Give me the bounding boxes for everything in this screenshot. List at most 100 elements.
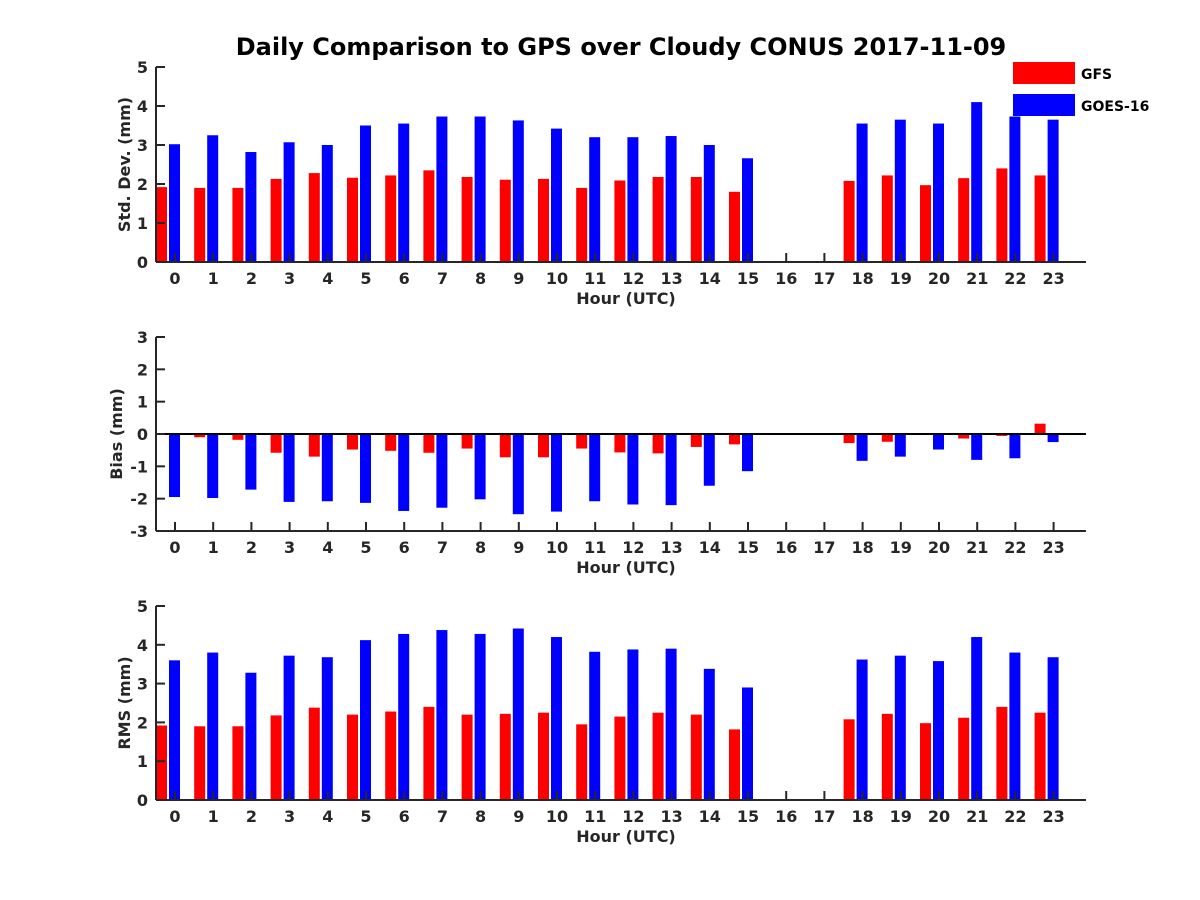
- bar-goes16-2: [245, 434, 257, 490]
- x-tick-label: 16: [775, 807, 797, 826]
- bar-goes16-21: [971, 637, 983, 800]
- x-tick-label: 16: [775, 538, 797, 557]
- x-tick-label: 9: [513, 269, 524, 288]
- x-tick-label: 7: [437, 807, 448, 826]
- bar-gfs-14: [690, 434, 702, 447]
- bar-gfs-9: [499, 713, 511, 800]
- bar-goes16-22: [1009, 652, 1021, 800]
- bar-goes16-2: [245, 672, 257, 800]
- x-tick-label: 13: [660, 538, 682, 557]
- x-tick-label: 15: [737, 269, 759, 288]
- x-tick-label: 19: [890, 269, 912, 288]
- bar-goes16-20: [933, 434, 944, 450]
- x-tick-label: 8: [475, 538, 486, 557]
- bar-gfs-22: [996, 168, 1008, 262]
- x-tick-label: 12: [622, 269, 644, 288]
- bar-goes16-4: [321, 657, 333, 800]
- bar-goes16-14: [703, 668, 715, 800]
- bar-gfs-0: [156, 725, 167, 800]
- x-tick-label: 0: [169, 269, 180, 288]
- bar-goes16-3: [283, 142, 295, 262]
- x-tick-label: 6: [399, 538, 410, 557]
- x-tick-label: 22: [1004, 269, 1026, 288]
- bar-gfs-15: [729, 434, 740, 445]
- bar-gfs-21: [958, 717, 970, 800]
- bar-goes16-3: [283, 434, 295, 502]
- bar-goes16-12: [627, 649, 639, 800]
- y-tick-label: 0: [137, 425, 148, 444]
- bar-goes16-0: [169, 660, 180, 800]
- y-axis-label: Std. Dev. (mm): [115, 97, 134, 232]
- x-tick-label: 2: [246, 269, 257, 288]
- x-tick-label: 6: [399, 269, 410, 288]
- x-tick-label: 4: [322, 538, 333, 557]
- y-tick-label: 2: [137, 360, 148, 379]
- x-tick-label: 4: [322, 269, 333, 288]
- bar-gfs-7: [423, 434, 435, 453]
- x-tick-label: 1: [208, 538, 219, 557]
- x-tick-label: 11: [584, 538, 606, 557]
- x-tick-label: 17: [813, 269, 835, 288]
- x-tick-label: 23: [1042, 269, 1064, 288]
- bar-goes16-19: [894, 434, 906, 457]
- bar-goes16-9: [512, 434, 524, 515]
- bar-gfs-11: [576, 724, 588, 800]
- bar-gfs-11: [576, 187, 588, 262]
- bar-gfs-10: [538, 434, 549, 458]
- y-tick-label: -1: [130, 457, 148, 476]
- bar-gfs-12: [614, 180, 626, 262]
- y-tick-label: 3: [137, 328, 148, 347]
- x-tick-label: 12: [622, 807, 644, 826]
- x-tick-label: 18: [851, 807, 873, 826]
- bar-gfs-5: [347, 434, 358, 450]
- legend-label-goes16: GOES-16: [1081, 99, 1149, 115]
- x-tick-label: 1: [208, 269, 219, 288]
- bar-gfs-15: [729, 729, 740, 800]
- bar-goes16-0: [169, 144, 180, 262]
- bar-gfs-6: [385, 175, 397, 262]
- x-tick-label: 21: [966, 807, 988, 826]
- bar-goes16-21: [971, 102, 983, 262]
- bar-gfs-14: [690, 176, 702, 262]
- bar-gfs-21: [958, 178, 970, 262]
- bar-goes16-8: [474, 434, 486, 500]
- x-tick-label: 11: [584, 269, 606, 288]
- x-tick-label: 22: [1004, 807, 1026, 826]
- y-tick-label: 2: [137, 713, 148, 732]
- bar-gfs-22: [996, 706, 1008, 800]
- x-tick-label: 11: [584, 807, 606, 826]
- x-tick-label: 17: [813, 538, 835, 557]
- bar-goes16-8: [474, 633, 486, 800]
- x-tick-label: 21: [966, 269, 988, 288]
- bar-gfs-18: [843, 180, 855, 262]
- bar-gfs-13: [652, 176, 664, 262]
- x-tick-label: 8: [475, 807, 486, 826]
- bar-goes16-3: [283, 655, 295, 800]
- bar-goes16-2: [245, 152, 257, 262]
- legend-swatch-goes16: [1013, 94, 1075, 116]
- x-tick-label: 19: [890, 538, 912, 557]
- bar-goes16-15: [742, 158, 753, 262]
- bar-goes16-6: [398, 633, 410, 800]
- bar-gfs-9: [499, 179, 511, 262]
- x-tick-label: 5: [360, 807, 371, 826]
- x-tick-label: 10: [546, 807, 568, 826]
- y-tick-label: 5: [137, 58, 148, 77]
- y-tick-label: 3: [137, 136, 148, 155]
- bar-goes16-18: [856, 434, 868, 461]
- x-tick-label: 0: [169, 538, 180, 557]
- bar-goes16-13: [665, 434, 677, 506]
- bar-goes16-6: [398, 123, 410, 262]
- x-axis-label: Hour (UTC): [576, 558, 676, 577]
- x-tick-label: 10: [546, 269, 568, 288]
- x-tick-label: 3: [284, 269, 295, 288]
- bar-gfs-18: [843, 719, 855, 800]
- x-tick-label: 2: [246, 538, 257, 557]
- x-axis-label: Hour (UTC): [576, 289, 676, 308]
- bar-goes16-20: [933, 661, 944, 800]
- x-tick-label: 18: [851, 538, 873, 557]
- x-tick-label: 3: [284, 538, 295, 557]
- bar-goes16-18: [856, 659, 868, 800]
